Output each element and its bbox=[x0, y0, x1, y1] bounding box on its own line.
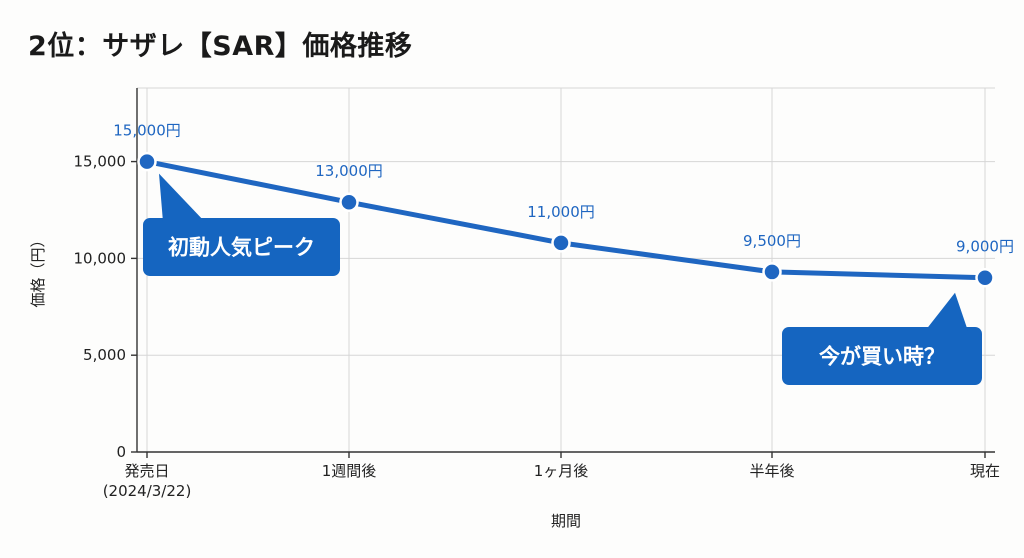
data-point bbox=[551, 233, 571, 253]
data-point bbox=[339, 192, 359, 212]
x-axis-label: 期間 bbox=[551, 512, 581, 530]
data-label: 15,000円 bbox=[113, 122, 181, 140]
data-point bbox=[762, 262, 782, 282]
y-tick-label: 10,000 bbox=[74, 249, 127, 267]
x-tick-label: 半年後 bbox=[749, 462, 794, 480]
x-tick-label: 発売日 bbox=[124, 462, 169, 480]
data-label: 13,000円 bbox=[315, 162, 383, 180]
y-tick-label: 0 bbox=[116, 443, 126, 461]
x-tick-label: 1週間後 bbox=[322, 462, 377, 480]
callout-box bbox=[143, 218, 340, 276]
data-point bbox=[975, 267, 995, 288]
x-tick-label: 1ヶ月後 bbox=[534, 462, 589, 480]
data-label: 9,000円 bbox=[956, 238, 1014, 256]
callout-text: 今が買い時？ bbox=[819, 345, 945, 369]
x-tick-sublabel: (2024/3/22) bbox=[103, 482, 192, 500]
data-points bbox=[137, 151, 995, 288]
data-label: 9,500円 bbox=[743, 232, 801, 250]
callout-pointer bbox=[159, 173, 205, 222]
callout-text: 初動人気ピーク bbox=[168, 236, 315, 260]
y-tick-label: 5,000 bbox=[83, 346, 126, 364]
data-labels: 15,000円 13,000円 11,000円 9,500円 9,000円 bbox=[113, 122, 1014, 256]
x-tick-label: 現在 bbox=[970, 462, 1000, 480]
y-tick-label: 15,000 bbox=[74, 153, 127, 171]
y-axis-label: 価格（円） bbox=[29, 232, 47, 307]
callout-pointer bbox=[925, 292, 968, 331]
callout-box bbox=[782, 327, 982, 385]
axes: 0 5,000 10,000 15,000 発売日 (2024/3/22) 1週間後 1ヶ月後… bbox=[29, 88, 1000, 530]
data-point bbox=[137, 151, 157, 172]
data-label: 11,000円 bbox=[527, 203, 595, 221]
callout-peak: 初動人気ピーク bbox=[143, 173, 340, 276]
chart-title: 2位：サザレ【SAR】価格推移 bbox=[28, 31, 413, 62]
callout-buy-now: 今が買い時？ bbox=[782, 292, 982, 385]
